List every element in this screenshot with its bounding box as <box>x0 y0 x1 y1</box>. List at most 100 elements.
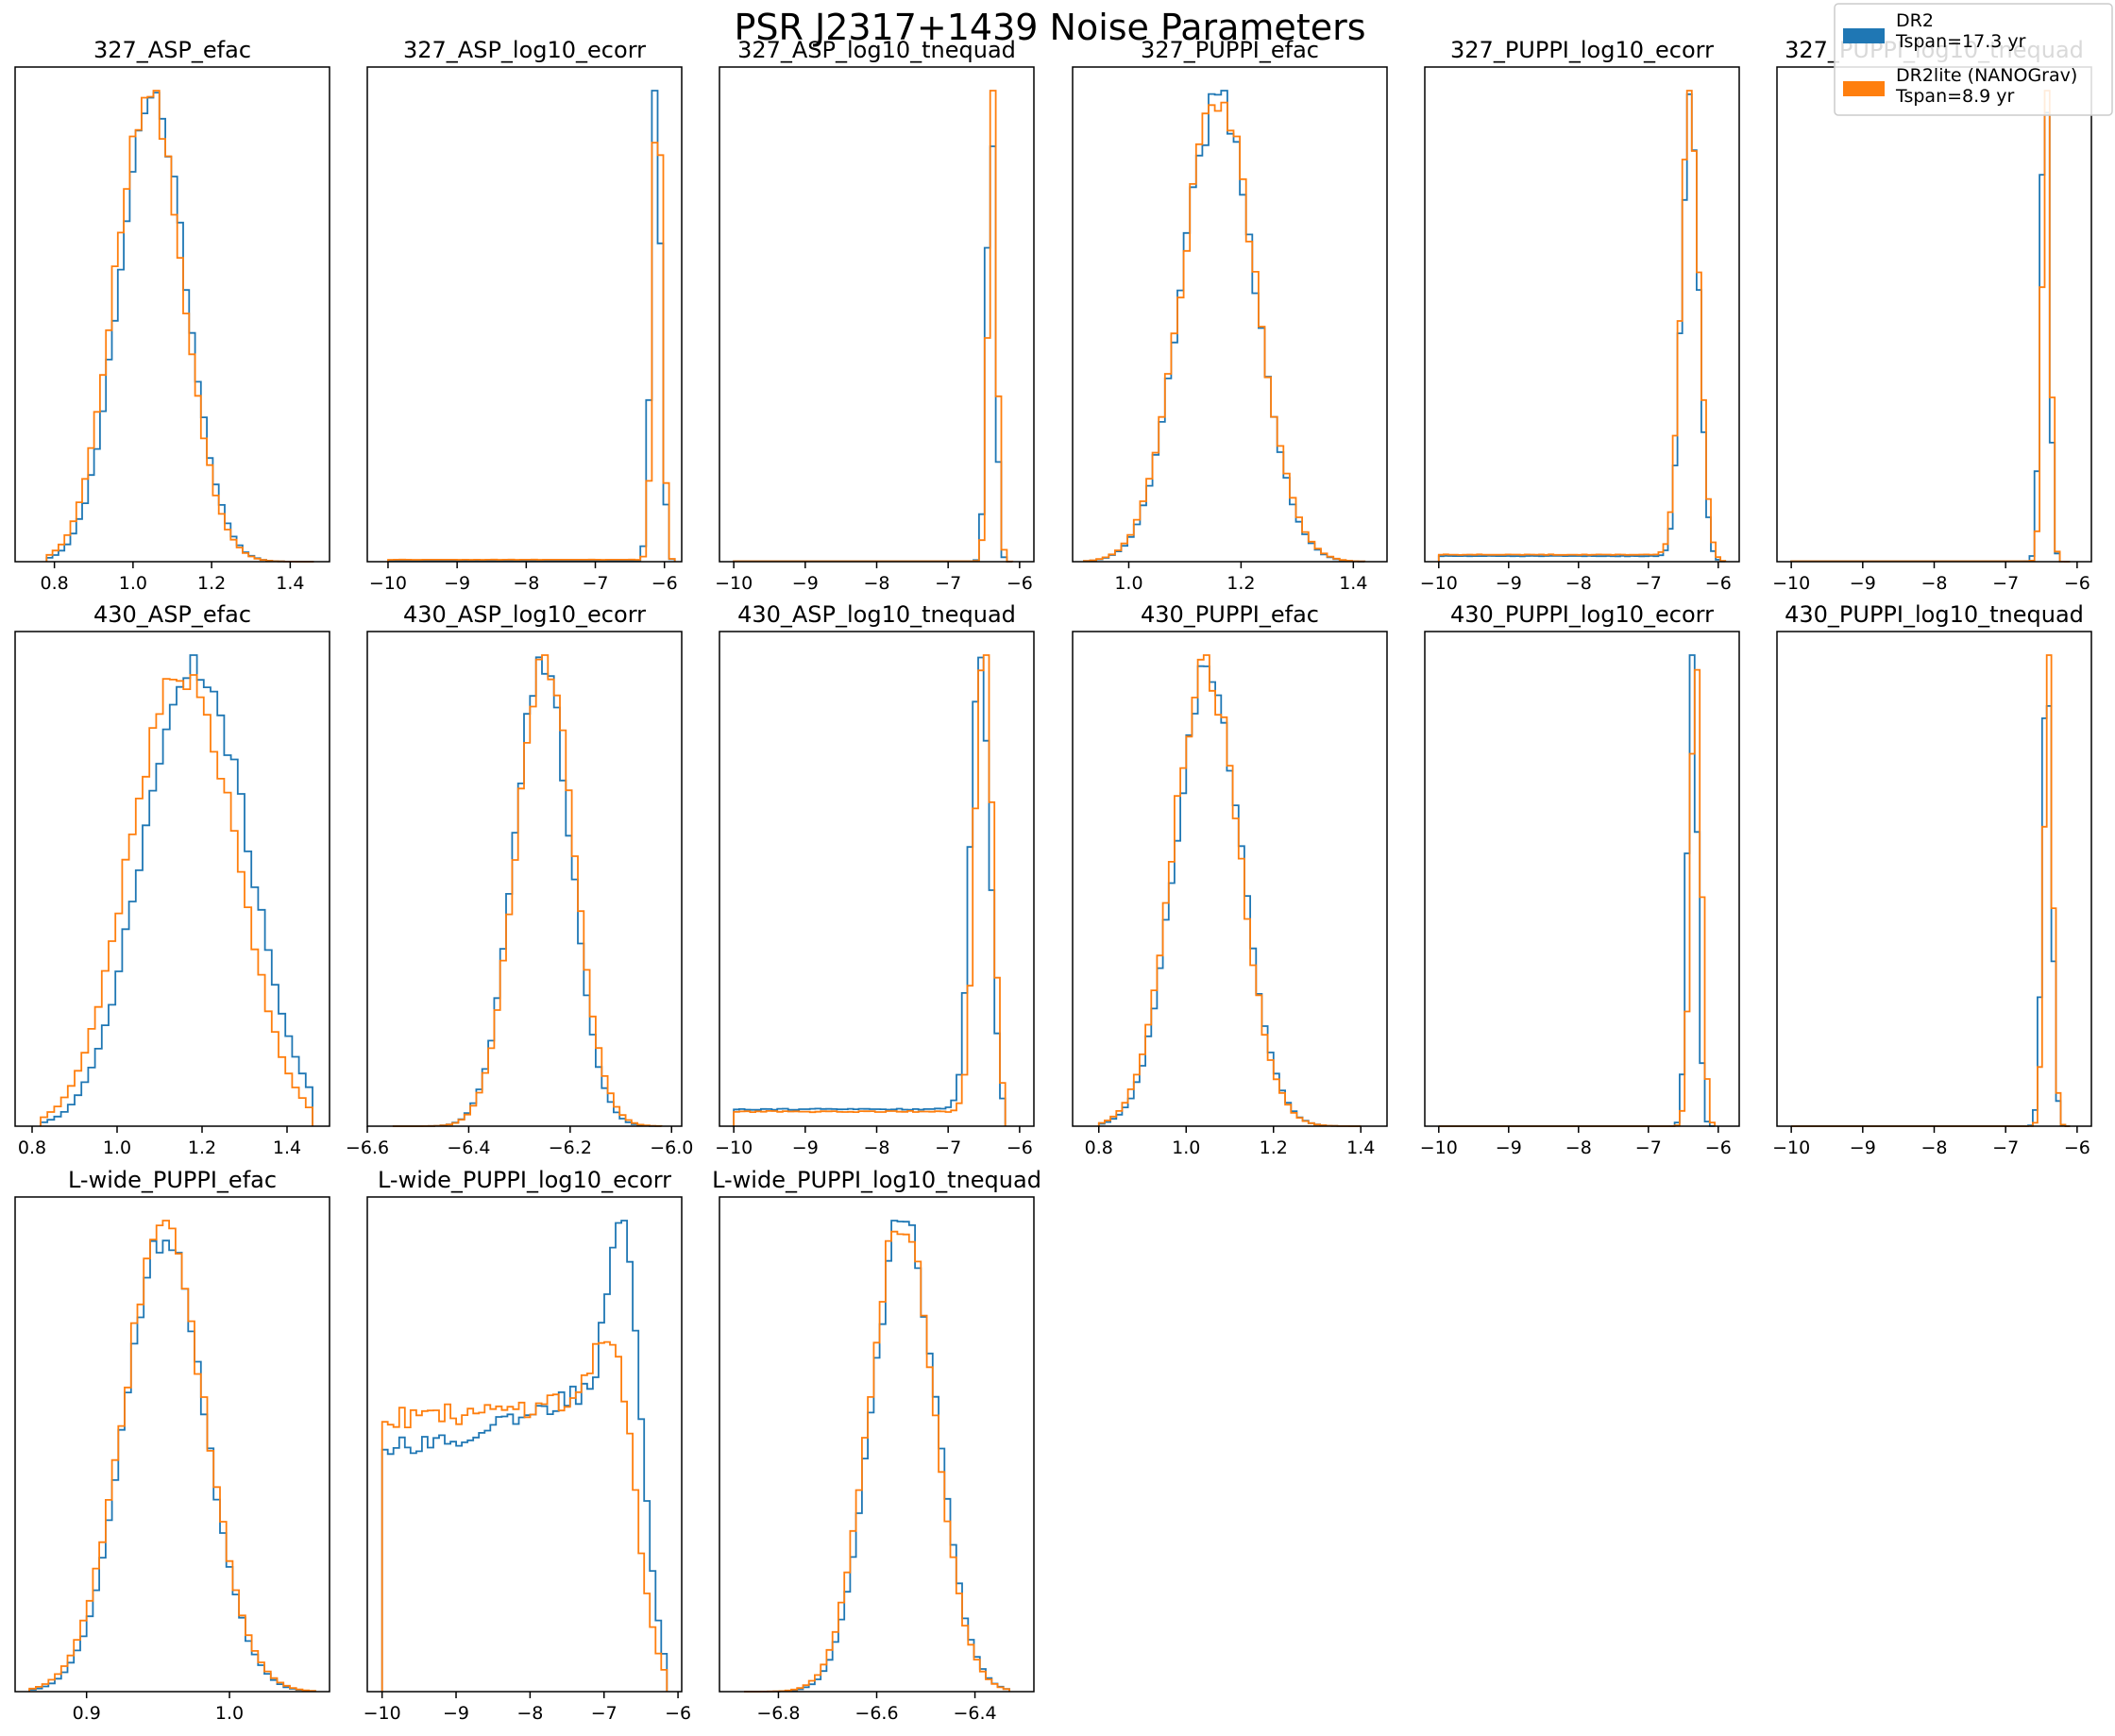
x-tick-label: 1.2 <box>197 573 226 594</box>
histogram-series-dr2lite <box>1791 654 2071 1127</box>
axes-frame <box>14 1196 330 1693</box>
axes-frame <box>1072 66 1388 563</box>
x-tick-label: 1.4 <box>1346 1138 1375 1158</box>
subplot-327_ASP_log10_ecorr: 327_ASP_log10_ecorr −10 −9 −8 −7 −6 <box>366 37 683 594</box>
legend-tspan-dr2: Tspan=17.3 yr <box>1895 31 2026 52</box>
legend-tspan-dr2lite: Tspan=8.9 yr <box>1895 86 2015 107</box>
subplot-430_ASP_log10_ecorr: 430_ASP_log10_ecorr −6.6 −6.4 −6.2 −6.0 <box>346 601 693 1158</box>
x-tick-label: −6 <box>651 573 678 594</box>
subplot-title: L-wide_PUPPI_efac <box>68 1167 277 1193</box>
x-tick-label: −7 <box>935 573 961 594</box>
x-tick-label: 1.0 <box>1172 1138 1200 1158</box>
x-tick-label: −6 <box>665 1703 691 1724</box>
histogram-series-dr2 <box>387 90 676 562</box>
x-tick-label: −8 <box>1920 573 1947 594</box>
x-tick-label: 1.4 <box>273 1138 301 1158</box>
histogram-series-dr2lite <box>1790 90 2071 563</box>
histogram-series-dr2lite <box>40 674 313 1126</box>
x-tick-label: −9 <box>792 573 819 594</box>
figure-title: PSR J2317+1439 Noise Parameters <box>734 7 1365 48</box>
x-tick-label: −8 <box>1920 1138 1947 1158</box>
x-tick-label: −6.6 <box>346 1138 389 1158</box>
subplot-327_PUPPI_log10_tnequad: 327_PUPPI_log10_tnequad−10−9−8−7−6 <box>1772 37 2092 594</box>
x-tick-label: −8 <box>1565 1138 1592 1158</box>
x-tick-label: −6 <box>1705 1138 1732 1158</box>
x-tick-label: −6 <box>1007 1138 1033 1158</box>
x-tick-label: 0.8 <box>18 1138 46 1158</box>
x-tick-label: 1.0 <box>119 573 147 594</box>
histogram-series-dr2 <box>1437 93 1727 563</box>
legend-frame <box>1834 3 2113 116</box>
axes-frame <box>719 66 1035 563</box>
x-tick-label: 1.0 <box>103 1138 131 1158</box>
subplot-327_PUPPI_efac: 327_PUPPI_efac 1.0 1.2 1.4 <box>1072 37 1388 594</box>
histogram-series-dr2lite <box>1437 90 1727 563</box>
legend: DR2 Tspan=17.3 yr DR2lite (NANOGrav) Tsp… <box>1834 3 2113 116</box>
histogram-series-dr2lite <box>1438 668 1716 1127</box>
histogram-series-dr2lite <box>45 90 314 563</box>
subplot-430_PUPPI_log10_tnequad: 430_PUPPI_log10_tnequad −10 −9 −8 −7 −6 <box>1772 601 2092 1158</box>
x-tick-label: 1.2 <box>1260 1138 1288 1158</box>
histogram-series-dr2lite <box>744 1230 1010 1693</box>
subplot-title: 327_PUPPI_log10_ecorr <box>1450 37 1714 63</box>
subplot-327_PUPPI_log10_ecorr: 327_PUPPI_log10_ecorr −10 −9 −8 −7 −6 <box>1420 37 1740 594</box>
x-tick-label: −6 <box>1007 573 1033 594</box>
subplot-L-wide_PUPPI_log10_ecorr: L-wide_PUPPI_log10_ecorr −10 −9 −8 −7 −6 <box>364 1167 691 1724</box>
legend-label-dr2lite: DR2lite (NANOGrav) <box>1896 65 2077 86</box>
histogram-series-dr2lite <box>733 654 1007 1126</box>
subplot-grid: 327_ASP_efac 0.8 1.0 1.2 1.4 327_ASP_log10_ec… <box>14 37 2092 1724</box>
x-tick-label: −8 <box>513 573 539 594</box>
x-tick-label: −10 <box>1772 573 1810 594</box>
x-tick-label: −8 <box>1565 573 1592 594</box>
x-tick-label: 1.2 <box>1227 573 1255 594</box>
subplot-title: 327_ASP_log10_tnequad <box>737 37 1016 63</box>
histogram-series-dr2lite <box>381 1340 668 1692</box>
histogram-series-dr2 <box>1790 111 2071 563</box>
histogram-series-dr2lite <box>392 654 663 1127</box>
x-tick-label: −10 <box>369 573 407 594</box>
x-tick-label: −6.2 <box>549 1138 592 1158</box>
histogram-series-dr2 <box>392 656 663 1127</box>
histogram-series-dr2lite <box>28 1220 316 1693</box>
subplot-title: 430_ASP_efac <box>93 601 251 628</box>
x-tick-label: −8 <box>863 573 889 594</box>
subplot-title: 327_ASP_log10_ecorr <box>403 37 646 63</box>
axes-frame <box>1072 631 1388 1127</box>
subplot-title: 430_PUPPI_log10_tnequad <box>1785 601 2084 628</box>
subplot-title: L-wide_PUPPI_log10_ecorr <box>378 1167 671 1193</box>
x-tick-label: −6.6 <box>854 1703 898 1724</box>
x-tick-label: 0.9 <box>73 1703 101 1724</box>
x-tick-label: −10 <box>364 1703 401 1724</box>
histogram-series-dr2 <box>1097 665 1362 1127</box>
x-tick-label: −7 <box>1992 573 2019 594</box>
histogram-series-dr2lite <box>1083 101 1366 563</box>
subplot-title: 430_ASP_log10_tnequad <box>737 601 1016 628</box>
x-tick-label: −10 <box>715 573 753 594</box>
x-tick-label: −9 <box>444 573 470 594</box>
axes-frame <box>366 631 683 1127</box>
legend-swatch-dr2lite <box>1843 81 1885 96</box>
x-tick-label: −9 <box>1850 573 1876 594</box>
x-tick-label: −8 <box>516 1703 543 1724</box>
x-tick-label: −6 <box>2064 1138 2090 1158</box>
subplot-430_PUPPI_efac: 430_PUPPI_efac 0.8 1.0 1.2 1.4 <box>1072 601 1388 1158</box>
x-tick-label: −8 <box>863 1138 889 1158</box>
histogram-series-dr2lite <box>387 142 676 562</box>
subplot-L-wide_PUPPI_log10_tnequad: L-wide_PUPPI_log10_tnequad −6.8 −6.6 −6.4 <box>712 1167 1041 1724</box>
x-tick-label: −6.8 <box>756 1703 800 1724</box>
x-tick-label: −7 <box>1635 1138 1662 1158</box>
x-tick-label: −6.4 <box>447 1138 490 1158</box>
axes-frame <box>1424 66 1740 563</box>
histogram-series-dr2 <box>744 1220 1010 1693</box>
axes-frame <box>14 631 330 1127</box>
subplot-title: 327_PUPPI_efac <box>1141 37 1319 63</box>
axes-frame <box>14 66 330 563</box>
x-tick-label: 1.0 <box>1114 573 1142 594</box>
x-tick-label: −10 <box>715 1138 753 1158</box>
x-tick-label: −10 <box>1420 1138 1458 1158</box>
axes-frame <box>366 1196 683 1693</box>
axes-frame <box>1776 631 2092 1127</box>
subplot-title: 430_ASP_log10_ecorr <box>403 601 646 628</box>
subplot-327_ASP_log10_tnequad: 327_ASP_log10_tnequad −10 −9 −8 −7 −6 <box>715 37 1035 594</box>
